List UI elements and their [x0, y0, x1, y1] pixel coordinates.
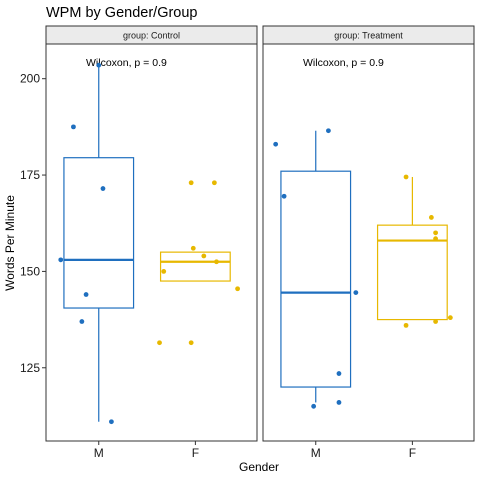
- data-point-f: [211, 180, 217, 186]
- data-point-m: [96, 62, 102, 68]
- x-tick-label: M: [311, 446, 321, 460]
- data-point-f: [190, 245, 196, 251]
- wilcoxon-annotation: Wilcoxon, p = 0.9: [86, 57, 167, 69]
- panel-treatment: group: Treatment Wilcoxon, p = 0.9 M F: [262, 25, 475, 460]
- data-point-f: [433, 319, 438, 324]
- strip-label: group: Treatment: [334, 31, 403, 41]
- data-point-f: [157, 340, 162, 346]
- data-point-m: [83, 292, 89, 297]
- data-point-m: [100, 186, 106, 191]
- y-tick-label: 175: [20, 168, 40, 182]
- chart-title: WPM by Gender/Group: [46, 5, 198, 21]
- data-point-f: [201, 253, 207, 259]
- data-point-m: [109, 419, 114, 425]
- box-iqr: [280, 170, 352, 388]
- y-axis-title: Words Per Minute: [3, 195, 17, 291]
- data-point-m: [71, 124, 76, 130]
- data-point-f: [235, 286, 240, 292]
- x-tick-label: F: [409, 446, 416, 460]
- data-point-f: [188, 180, 194, 186]
- box-iqr: [63, 157, 135, 309]
- data-point-f: [403, 322, 409, 328]
- x-axis-title: Gender: [239, 460, 279, 474]
- data-point-f: [403, 174, 409, 180]
- box-m: [280, 130, 352, 403]
- data-point-m: [58, 257, 64, 263]
- data-point-m: [273, 141, 279, 147]
- wilcoxon-annotation: Wilcoxon, p = 0.9: [303, 57, 384, 69]
- data-point-f: [447, 315, 453, 321]
- panels: group: Control Wilcoxon, p = 0.9 M Fgroup: …: [45, 25, 475, 460]
- box-iqr: [159, 251, 231, 282]
- panel-control: group: Control Wilcoxon, p = 0.9 M F: [45, 25, 258, 460]
- box-m: [63, 65, 135, 422]
- y-tick-label: 150: [20, 264, 40, 278]
- x-tick-label: M: [94, 446, 104, 460]
- data-point-m: [336, 371, 342, 376]
- data-point-m: [79, 319, 85, 324]
- data-point-f: [188, 340, 194, 346]
- data-point-m: [336, 400, 342, 405]
- strip-label: group: Control: [123, 31, 180, 41]
- y-tick-label: 125: [20, 361, 40, 375]
- data-point-m: [326, 128, 331, 134]
- y-tick-label: 200: [20, 72, 40, 86]
- y-axis: 125 150 175 200: [20, 72, 46, 375]
- x-tick-label: F: [192, 446, 199, 460]
- data-point-m: [353, 290, 359, 296]
- panel-frame: [262, 43, 475, 442]
- panel-frame: [45, 43, 258, 442]
- data-point-f: [214, 259, 219, 265]
- data-point-m: [311, 403, 317, 409]
- box-iqr: [376, 224, 448, 321]
- data-point-f: [433, 236, 438, 242]
- data-point-m: [281, 193, 287, 199]
- data-point-f: [428, 215, 434, 220]
- data-point-f: [433, 230, 438, 236]
- data-point-f: [161, 269, 167, 274]
